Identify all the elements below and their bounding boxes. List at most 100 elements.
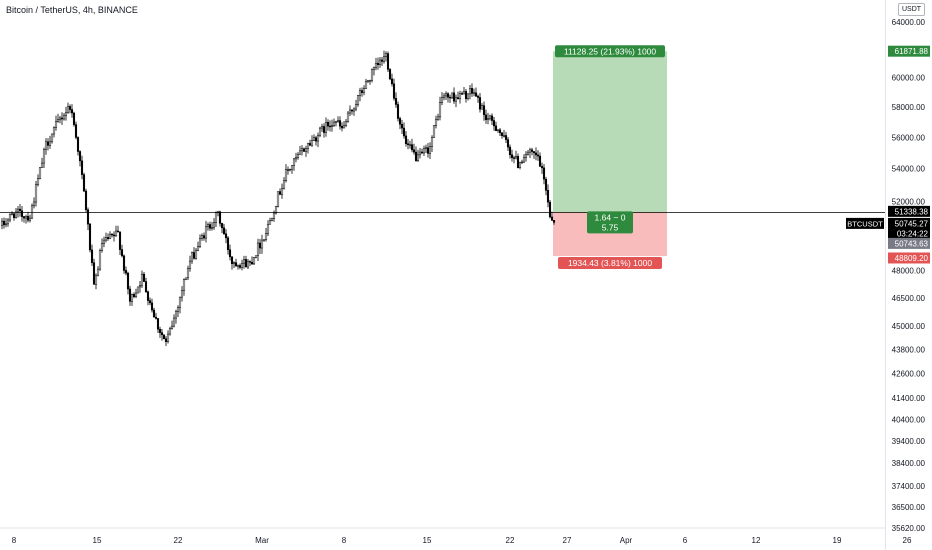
candle — [296, 152, 300, 160]
candle — [298, 145, 302, 155]
candle — [48, 135, 52, 149]
candle-body-up — [36, 178, 40, 185]
candle — [540, 162, 544, 174]
candle-body-up — [98, 250, 102, 270]
candle-body-down — [128, 288, 132, 302]
candle-body-up — [480, 105, 484, 110]
candle-body-down — [414, 151, 418, 161]
candle — [280, 183, 284, 199]
candle — [424, 144, 428, 154]
candle-body-down — [26, 216, 30, 221]
candle — [106, 233, 110, 241]
candle-body-up — [374, 62, 378, 68]
price-axis-tag: 51338.38 — [888, 205, 930, 217]
candle — [270, 217, 274, 222]
candle-body-up — [454, 97, 458, 102]
candle-body-down — [250, 261, 254, 265]
candle — [372, 66, 376, 76]
candle — [348, 105, 352, 116]
candle-body-up — [366, 80, 370, 82]
candle-body-down — [314, 137, 318, 142]
candle-body-down — [228, 249, 232, 258]
candle — [504, 131, 508, 144]
candle — [76, 136, 80, 156]
candle — [156, 318, 160, 333]
candle-body-down — [156, 318, 160, 330]
candle — [528, 147, 532, 159]
candle — [204, 220, 208, 243]
candle-body-up — [528, 149, 532, 153]
candle — [232, 261, 236, 268]
candle-body-up — [362, 88, 366, 93]
candle — [286, 166, 290, 175]
candle-body-down — [512, 157, 516, 159]
candle — [474, 87, 478, 98]
candle-body-down — [506, 139, 510, 148]
candle — [284, 164, 288, 183]
candle-body-down — [546, 190, 550, 203]
candle-body-up — [94, 274, 98, 285]
candle — [122, 254, 126, 274]
x-tick-label: 22 — [506, 536, 515, 545]
candle — [104, 232, 108, 243]
candle — [400, 119, 404, 135]
price-axis-tag-text: 48809.20 — [895, 254, 929, 263]
candle — [496, 129, 500, 133]
candle — [336, 116, 340, 123]
candle-body-up — [300, 148, 304, 152]
candle — [512, 155, 516, 164]
candle-body-up — [336, 120, 340, 122]
candle-body-up — [472, 92, 476, 94]
y-tick-label: 64000.00 — [892, 18, 926, 27]
candle — [314, 135, 318, 146]
candle-body-up — [190, 252, 194, 262]
candle — [294, 152, 298, 163]
y-tick-label: 38400.00 — [892, 459, 926, 468]
candle-body-down — [508, 146, 512, 155]
candle-body-up — [114, 230, 118, 237]
candle — [8, 213, 12, 223]
candle — [200, 233, 204, 241]
candle — [344, 119, 348, 128]
candle-body-down — [116, 230, 120, 233]
candle-body-up — [384, 53, 388, 57]
candle-body-down — [550, 216, 554, 221]
candle — [62, 113, 66, 121]
candle-body-up — [514, 156, 518, 159]
candle-body-down — [208, 224, 212, 229]
candle — [162, 334, 166, 340]
candle-body-up — [32, 201, 36, 207]
candle-body-up — [316, 135, 320, 142]
candle-body-up — [102, 239, 106, 244]
candle-body-down — [392, 83, 396, 99]
candle-body-up — [430, 137, 434, 147]
candle-body-down — [92, 262, 96, 285]
risk-reward-bg — [587, 211, 633, 234]
price-axis[interactable]: 64000.00 60000.00 58000.00 56000.00 54000.00… — [892, 18, 926, 533]
candle-body-down — [158, 328, 162, 333]
candle — [460, 91, 464, 95]
candle-body-up — [64, 111, 68, 116]
time-axis[interactable]: 8 15 22 Mar 8 15 22 27 Apr 6 12 19 26 — [0, 527, 912, 545]
candle — [64, 106, 68, 121]
candle — [550, 211, 554, 222]
candle — [508, 144, 512, 159]
candle-body-up — [458, 93, 462, 100]
y-tick-label: 48000.00 — [892, 266, 926, 275]
currency-button[interactable]: USDT — [898, 3, 926, 16]
stop-label-text: 1934.43 (3.81%) 1000 — [568, 258, 652, 268]
y-tick-label: 39400.00 — [892, 437, 926, 446]
candle-body-up — [346, 112, 350, 122]
candle-body-up — [306, 143, 310, 149]
candle — [24, 214, 28, 224]
candle-body-up — [24, 216, 28, 219]
candle — [124, 266, 128, 276]
candle — [388, 68, 392, 81]
candle-body-down — [426, 147, 430, 154]
candle — [510, 149, 514, 162]
candle-body-up — [200, 235, 204, 239]
candle-body-up — [284, 169, 288, 181]
candle — [36, 174, 40, 187]
candle-body-down — [548, 201, 552, 218]
